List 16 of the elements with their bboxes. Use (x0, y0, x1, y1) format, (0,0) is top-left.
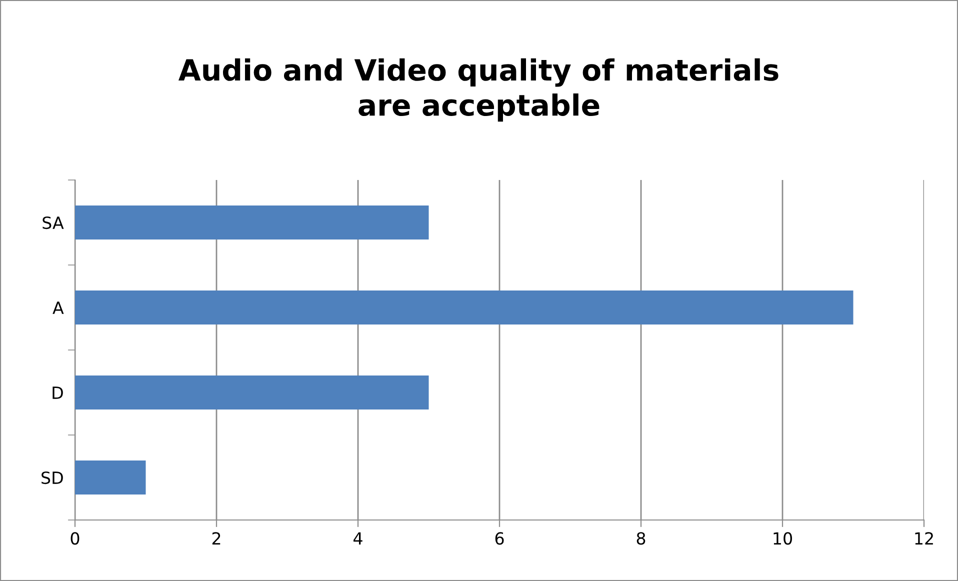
x-tick-label: 4 (354, 532, 362, 544)
bar (75, 376, 429, 410)
bar (75, 290, 854, 324)
x-tick-label: 6 (495, 532, 504, 545)
x-tick-label: 10 (774, 532, 792, 545)
y-tick-label: D (52, 386, 63, 399)
chart-title: Audio and Video quality of materials are acceptable (178, 58, 778, 122)
x-tick-label: 2 (212, 532, 220, 544)
y-tick-label: SD (42, 471, 63, 484)
bar (75, 460, 146, 494)
x-tick-label: 0 (70, 532, 80, 545)
y-tick-label: A (52, 302, 64, 314)
x-tick-label: 12 (915, 532, 933, 544)
bar (75, 206, 429, 240)
x-tick-label: 8 (636, 532, 646, 545)
y-tick-label: SA (42, 216, 64, 230)
